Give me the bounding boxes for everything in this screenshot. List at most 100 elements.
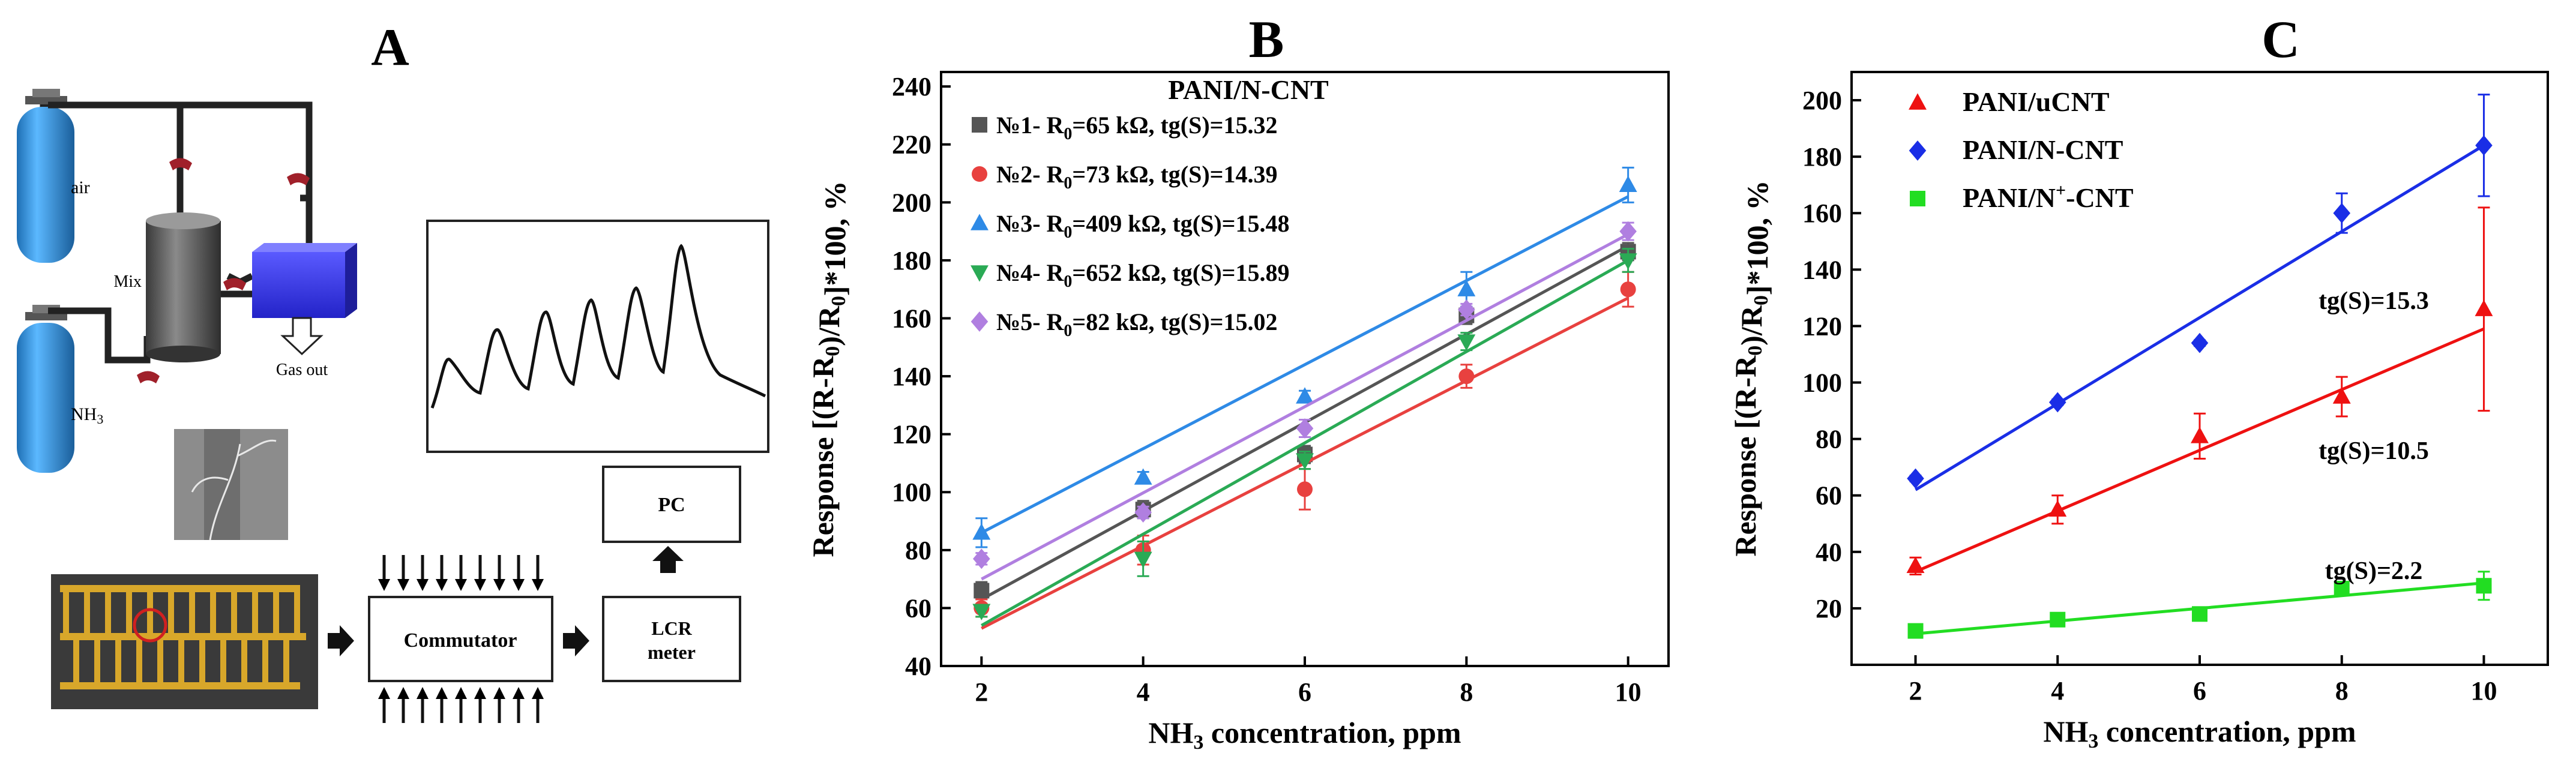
panel-a-letter: A (371, 19, 409, 77)
y-tick-label: 200 (1802, 86, 1842, 115)
data-point (1458, 368, 1475, 385)
nh3-label: NH3 (71, 404, 103, 427)
y-tick-label: 200 (892, 188, 931, 217)
legend-label: №1- R0=65 kΩ, tg(S)=15.32 (996, 112, 1277, 143)
y-axis-label-part: Response [(R- (1729, 377, 1762, 557)
panel-b-letter: B (1249, 11, 1284, 69)
legend-marker (1909, 140, 1927, 161)
data-point (973, 548, 990, 569)
data-point (1458, 299, 1475, 320)
x-tick-label: 4 (1137, 677, 1150, 707)
slope-annotation: tg(S)=15.3 (2319, 287, 2429, 315)
legend-label: PANI/uCNT (1963, 86, 2110, 117)
y-axis-label-part: R (812, 305, 846, 328)
data-point (972, 604, 991, 620)
y-axis-label-part: Response [(R- (806, 378, 840, 557)
y-axis-label-sub: 0 (1744, 346, 1766, 356)
data-point (1296, 418, 1314, 439)
data-point (1296, 453, 1314, 470)
y-tick-label: 160 (892, 304, 931, 333)
x-tick-label: 2 (975, 677, 988, 707)
data-point (2191, 427, 2209, 443)
y-tick-label: 240 (892, 72, 931, 101)
y-tick-label: 220 (892, 130, 931, 160)
panel-c-letter: C (2262, 11, 2300, 69)
y-axis-label-part: )/ (1735, 326, 1768, 346)
mixer-chamber: Mix (113, 212, 221, 362)
pc-label: PC (658, 494, 685, 516)
data-point (1619, 221, 1637, 242)
sem-image (174, 429, 288, 541)
legend-marker (971, 265, 989, 282)
data-point (972, 523, 991, 540)
mix-label: Mix (113, 272, 142, 291)
data-point (1457, 280, 1476, 296)
panel-c-chart: C 2 4 6 8 10 20 40 60 80 100 120 140 160 180 200 NH3 co… (1729, 11, 2549, 752)
fit-line (981, 233, 1629, 581)
legend-text: -CNT (2066, 182, 2133, 213)
y-axis-label-sub: 0 (828, 296, 850, 306)
data-point (2475, 299, 2493, 316)
gas-out-arrow: Gas out (276, 317, 328, 379)
air-label: air (71, 178, 90, 197)
plot-frame-c (1850, 71, 2549, 666)
legend-label: PANI/N-CNT (1963, 134, 2123, 165)
y-tick-label: 80 (905, 536, 931, 565)
data-point (1620, 281, 1636, 298)
legend-sup: + (2056, 181, 2066, 200)
sensor-chamber (252, 243, 357, 318)
data-point (1907, 623, 1924, 639)
electrode-array (51, 574, 318, 709)
legend-text: =73 kΩ, tg(S)=14.39 (1072, 161, 1277, 188)
series-pani-ucnt (1906, 206, 2493, 575)
legend-marker (971, 214, 989, 230)
series-pani-n-cnt (1907, 94, 2493, 491)
legend-text: №4- R (996, 259, 1065, 286)
x-tick-label: 10 (1615, 677, 1642, 707)
y-tick-label: 60 (905, 593, 931, 623)
y-tick-label: 80 (1816, 425, 1842, 454)
x-tick-label: 8 (2335, 676, 2349, 706)
data-point (2334, 580, 2350, 596)
y-axis-label-part: R (1729, 355, 1762, 377)
series--4 (972, 248, 1637, 627)
legend-marker (1910, 191, 1925, 206)
panel-a-setup-diagram: A air NH3 (17, 19, 769, 723)
data-point (1907, 468, 1924, 489)
data-point (1297, 481, 1313, 497)
data-point (1134, 551, 1152, 568)
y-tick-label: 180 (892, 246, 931, 275)
y-axis-label-part: R (1735, 305, 1768, 327)
y-tick-label: 40 (1816, 538, 1842, 567)
legend-text: №2- R (996, 161, 1065, 188)
gas-out-label: Gas out (276, 361, 328, 379)
legend-label: PANI/N+-CNT (1963, 181, 2134, 213)
chart-c: 2 4 6 8 10 20 40 60 80 100 120 140 160 180 200 NH3 conc… (1729, 71, 2549, 752)
fit-line (981, 195, 1629, 535)
legend-text: №3- R (996, 210, 1065, 237)
legend-sub: 0 (1064, 272, 1072, 291)
valve-icons (137, 158, 310, 383)
y-tick-label: 20 (1816, 594, 1842, 623)
legend-sub: 0 (1064, 174, 1072, 193)
y-axis-label-sub: 0 (1750, 295, 1772, 305)
data-point (1134, 468, 1152, 485)
y-axis-label-part: ]*100, % (818, 181, 852, 296)
legend-marker (1909, 93, 1927, 110)
response-trace-inset (426, 220, 769, 453)
y-axis-label-part: ]*100, % (1741, 180, 1774, 295)
flow-arrows (328, 546, 684, 656)
data-point (1134, 502, 1152, 523)
y-axis-label: Response [(R-R0)/R0]*100, % (806, 181, 852, 557)
x-axis-label: NH3 concentration, ppm (2043, 715, 2356, 752)
data-point (1457, 334, 1476, 351)
legend-marker (972, 117, 987, 133)
commutator-label: Commutator (404, 629, 517, 652)
legend-text: =65 kΩ, tg(S)=15.32 (1072, 112, 1277, 139)
data-point (974, 583, 990, 599)
y-axis-label-part: )/ (812, 327, 846, 346)
data-point (1906, 556, 1925, 574)
data-point (2048, 392, 2066, 413)
legend-label: №2- R0=73 kΩ, tg(S)=14.39 (996, 161, 1277, 193)
